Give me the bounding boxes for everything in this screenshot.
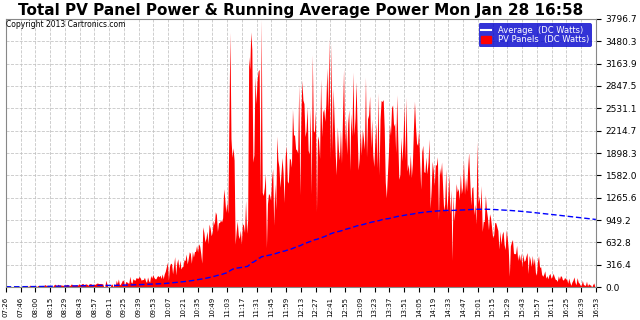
Title: Total PV Panel Power & Running Average Power Mon Jan 28 16:58: Total PV Panel Power & Running Average P… [18,3,584,18]
Text: Copyright 2013 Cartronics.com: Copyright 2013 Cartronics.com [6,20,126,29]
Legend: Average  (DC Watts), PV Panels  (DC Watts): Average (DC Watts), PV Panels (DC Watts) [479,23,592,47]
